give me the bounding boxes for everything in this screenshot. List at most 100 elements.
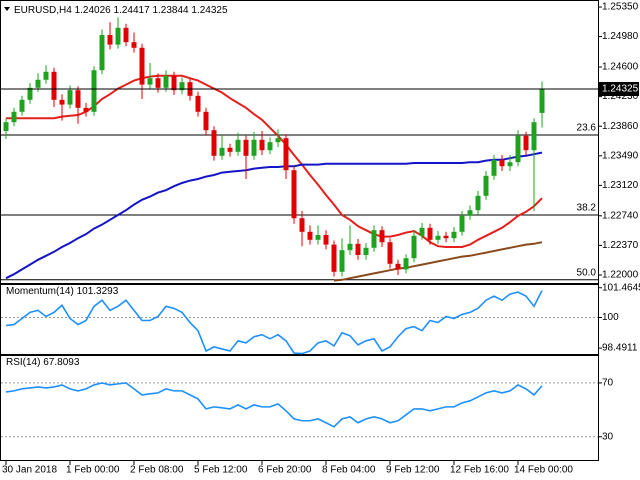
candle-body <box>395 263 401 270</box>
x-tick-label: 9 Feb 12:00 <box>386 465 440 476</box>
y-tick-label: 1.22740 <box>602 210 639 221</box>
collapse-icon <box>4 7 10 11</box>
close-value: 1.24325 <box>191 5 228 16</box>
fibonacci-label: 50.0 <box>577 267 597 278</box>
high-value: 1.24417 <box>114 5 151 16</box>
candle-body <box>115 27 121 45</box>
candle-body <box>379 230 385 243</box>
candle-body <box>99 35 105 71</box>
candle-body <box>163 75 169 88</box>
candle-body <box>243 139 249 156</box>
y-tick-label: 101.4645 <box>602 282 640 293</box>
indicator-line <box>5 382 543 428</box>
candle-body <box>499 159 505 167</box>
candle-body <box>267 142 273 151</box>
candle-body <box>59 99 65 105</box>
candle-body <box>411 235 417 259</box>
candle-body <box>491 159 497 176</box>
x-tick-label: 14 Feb 00:00 <box>514 465 573 476</box>
last-price-label: 1.24325 <box>602 84 639 95</box>
candle-body <box>3 122 9 131</box>
y-tick-label: 1.24980 <box>602 31 639 42</box>
x-tick-label: 6 Feb 20:00 <box>258 465 312 476</box>
x-tick-label: 1 Feb 00:00 <box>66 465 120 476</box>
rsi-header: RSI(14) 67.8093 <box>6 357 80 368</box>
x-tick-label: 5 Feb 12:00 <box>194 465 248 476</box>
indicator-value: 101.3293 <box>77 286 119 297</box>
candle-body <box>315 235 321 240</box>
candle-body <box>507 162 513 167</box>
candle-body <box>131 42 137 48</box>
last-price-box <box>599 82 639 96</box>
y-tick-label: 30 <box>602 431 614 442</box>
y-tick-label: 98.4911 <box>602 343 638 354</box>
y-tick-label: 1.22000 <box>602 270 639 281</box>
candle-body <box>531 122 537 151</box>
candle-body <box>251 139 257 156</box>
candle-body <box>451 231 457 239</box>
candle-body <box>355 243 361 255</box>
candle-body <box>283 138 289 171</box>
candle-body <box>11 111 17 123</box>
candle-body <box>435 235 441 240</box>
candle-body <box>363 247 369 255</box>
candle-body <box>275 138 281 143</box>
momentum-header: Momentum(14) 101.3293 <box>6 286 119 297</box>
candle-body <box>467 210 473 216</box>
candle-body <box>171 75 177 91</box>
moving-average <box>333 241 543 282</box>
candle-body <box>19 99 25 112</box>
x-tick-label: 8 Feb 04:00 <box>322 465 376 476</box>
open-value: 1.24026 <box>75 5 112 16</box>
candle-body <box>91 70 97 112</box>
candle-body <box>75 90 81 108</box>
candle-body <box>299 218 305 232</box>
y-tick-label: 1.22370 <box>602 240 639 251</box>
x-tick-label: 30 Jan 2018 <box>2 465 57 476</box>
candle-body <box>83 107 89 112</box>
x-tick-label: 12 Feb 16:00 <box>450 465 509 476</box>
y-tick-label: 100 <box>602 312 619 323</box>
y-tick-label: 1.23860 <box>602 121 639 132</box>
candle-body <box>323 235 329 245</box>
candle-body <box>331 244 337 272</box>
fibonacci-label: 38.2 <box>577 203 597 214</box>
candle-body <box>203 111 209 131</box>
candle-body <box>419 227 425 236</box>
candle-body <box>339 250 345 272</box>
indicator-name: Momentum(14) <box>6 286 74 297</box>
candle-body <box>195 95 201 112</box>
candle-body <box>483 175 489 196</box>
y-tick-label: 1.24230 <box>602 91 639 102</box>
candle-body <box>475 195 481 211</box>
frames <box>0 0 599 461</box>
candle-body <box>539 89 545 113</box>
candle-body <box>139 47 145 85</box>
candle-body <box>427 227 433 240</box>
indicator-name: RSI(14) <box>6 357 40 368</box>
candle-body <box>123 27 129 43</box>
y-tick-label: 70 <box>602 378 614 389</box>
candle-body <box>403 258 409 270</box>
candle-body <box>155 78 161 88</box>
candle-body <box>219 147 225 156</box>
candle-body <box>259 139 265 151</box>
candle-body <box>227 147 233 152</box>
x-tick-label: 2 Feb 08:00 <box>130 465 184 476</box>
y-tick-label: 1.24600 <box>602 62 639 73</box>
candle-body <box>179 82 185 91</box>
y-tick-label: 1.23490 <box>602 150 639 161</box>
candle-body <box>211 130 217 156</box>
chart-header: EURUSD,H4 1.24026 1.24417 1.23844 1.2432… <box>14 5 228 16</box>
candle-body <box>443 235 449 239</box>
price-frame <box>0 0 599 284</box>
candle-body <box>67 90 73 105</box>
indicator-value: 67.8093 <box>43 357 80 368</box>
candle-body <box>515 135 521 163</box>
fibonacci-label: 23.6 <box>577 123 597 134</box>
candle-body <box>523 135 529 151</box>
candle-body <box>235 139 241 152</box>
candle-body <box>107 35 113 45</box>
